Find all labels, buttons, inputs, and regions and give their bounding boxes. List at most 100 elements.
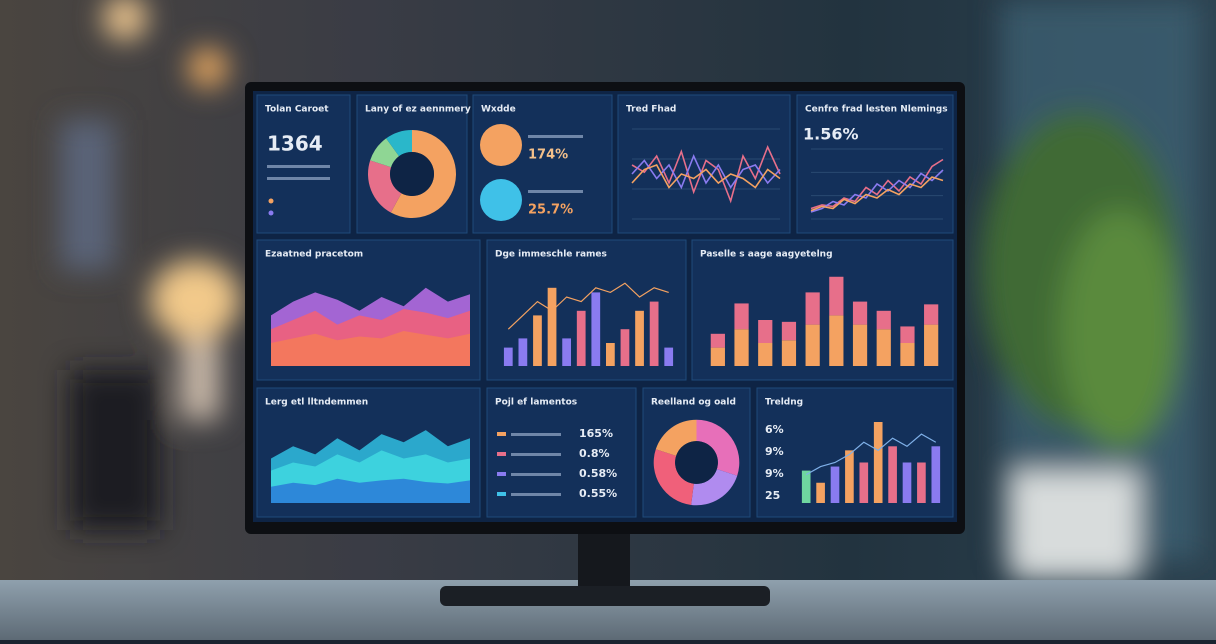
list-swatch <box>497 432 506 436</box>
bar <box>635 310 644 366</box>
bar-segment <box>758 343 773 366</box>
bar <box>873 422 883 503</box>
text-placeholder <box>267 177 330 180</box>
kpi-circle <box>480 124 522 166</box>
kpi-circle <box>480 179 522 221</box>
area <box>271 331 470 366</box>
kpi-value: 1364 <box>267 132 323 156</box>
bar <box>801 470 811 503</box>
donut-slice <box>691 469 738 506</box>
area <box>271 478 470 503</box>
bar-segment <box>852 324 868 366</box>
bar <box>888 446 897 503</box>
panel-title: Treldng <box>765 398 803 408</box>
text-placeholder <box>511 473 561 476</box>
bar <box>606 343 615 366</box>
bar-segment <box>734 329 749 366</box>
list-value: 0.8% <box>579 447 610 460</box>
donut-slice <box>696 419 740 476</box>
bar-segment <box>805 324 820 366</box>
monitor-base <box>440 586 770 606</box>
bar-segment <box>829 315 844 366</box>
panel-title: Reelland og oald <box>651 398 736 408</box>
list-value: 165% <box>579 427 613 440</box>
kpi-value: 174% <box>528 148 568 163</box>
bar-segment <box>829 276 844 316</box>
list-swatch <box>497 472 506 476</box>
list-swatch <box>497 452 506 456</box>
bar <box>562 338 571 366</box>
legend-dot <box>268 198 274 204</box>
line <box>810 176 944 212</box>
line <box>810 169 944 213</box>
text-placeholder <box>267 165 330 168</box>
panel-title: Cenfre frad lesten Nlemings <box>805 105 948 115</box>
bar <box>917 462 926 503</box>
line <box>631 144 781 204</box>
bar-segment <box>900 343 915 366</box>
text-placeholder <box>511 433 561 436</box>
list-swatch <box>497 492 506 496</box>
bar-segment <box>710 347 725 366</box>
panel-title: Pojl ef lamentos <box>495 398 577 408</box>
bar <box>830 466 840 503</box>
bar <box>518 338 528 366</box>
bar <box>533 315 542 366</box>
bar <box>664 347 674 366</box>
bar <box>902 462 912 503</box>
line <box>631 153 781 190</box>
bar <box>620 329 630 366</box>
panel-title: Dge immeschle rames <box>495 250 607 260</box>
panel <box>256 94 351 234</box>
donut-hole <box>390 152 434 196</box>
bar <box>503 347 513 366</box>
panel-title: Lany of ez aennmery <box>365 105 471 115</box>
bar-segment <box>924 324 939 366</box>
donut-slice <box>655 419 697 456</box>
panel-title: Lerg etl lltndemmen <box>265 398 368 408</box>
bar-segment <box>852 301 868 325</box>
bar <box>649 301 659 366</box>
legend-dot <box>268 210 274 216</box>
donut-slice <box>390 130 456 219</box>
line <box>805 433 937 476</box>
panel-title: Tolan Caroet <box>265 105 329 115</box>
panel-title: Ezaatned pracetom <box>265 250 363 260</box>
donut-hole <box>675 441 718 484</box>
list-value: 0.58% <box>579 467 617 480</box>
bar <box>591 292 601 366</box>
donut-slice <box>386 130 412 157</box>
text-placeholder <box>511 493 561 496</box>
kpi-value: 1.56% <box>803 125 859 144</box>
bar <box>931 446 941 503</box>
text-placeholder <box>528 135 583 138</box>
monitor-stand <box>578 532 630 594</box>
line <box>507 282 669 330</box>
panel-title: Paselle s aage aagyetelng <box>700 250 833 260</box>
bar-segment <box>781 340 797 366</box>
bar <box>576 310 586 366</box>
panel <box>796 94 954 234</box>
bar-segment <box>805 292 820 325</box>
bar-segment <box>876 329 891 366</box>
bar-segment <box>781 321 797 341</box>
list-value: 0.55% <box>579 487 617 500</box>
panel-title: Tred Fhad <box>626 105 676 115</box>
panel-title: Wxdde <box>481 105 516 115</box>
donut-slice <box>368 160 402 213</box>
donut-slice <box>370 138 400 168</box>
text-placeholder <box>528 190 583 193</box>
axis-label: 25 <box>765 489 780 502</box>
bar-segment <box>876 310 891 330</box>
bar-segment <box>924 304 939 325</box>
bar <box>859 462 869 503</box>
text-placeholder <box>511 453 561 456</box>
axis-label: 6% <box>765 423 784 436</box>
bar <box>547 287 557 366</box>
donut-slice <box>653 449 694 505</box>
bar <box>845 450 854 503</box>
bar <box>816 482 825 503</box>
blurred-room <box>60 0 1200 580</box>
bar-segment <box>710 333 725 348</box>
